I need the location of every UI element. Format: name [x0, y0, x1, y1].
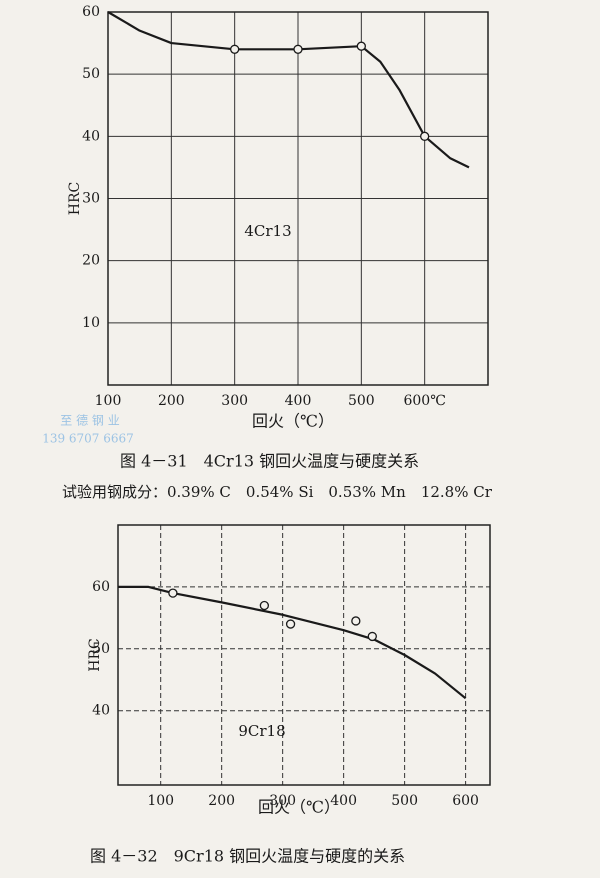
data-point [259, 600, 270, 611]
y-tick-label: 40 [82, 128, 100, 144]
plot-frame [117, 524, 491, 786]
data-point [168, 588, 178, 598]
curve [118, 585, 467, 700]
y-tick-label: 30 [82, 191, 100, 207]
x-axis-label: 回火（℃） [258, 798, 340, 817]
data-point [367, 631, 377, 642]
data-point [230, 44, 240, 54]
x-tick-label: 100 [147, 793, 174, 809]
data-point [420, 131, 430, 141]
x-axis-label: 回火（℃） [252, 412, 334, 431]
y-tick-label: 60 [92, 579, 110, 595]
x-tick-label: 300 [221, 393, 248, 409]
plot-frame [107, 11, 489, 386]
x-tick-label: 500 [391, 793, 418, 809]
data-point [356, 41, 366, 51]
y-tick-label: 50 [82, 66, 100, 82]
data-point [285, 619, 296, 629]
watermark-name: 至 德 钢 业 [60, 413, 119, 428]
y-tick-label: 50 [92, 641, 110, 657]
annotation: 4Cr13 [244, 222, 291, 240]
y-axis-label: HRC [67, 182, 83, 215]
caption: 图 4－32 9Cr18 钢回火温度与硬度的关系 [90, 847, 405, 866]
data-point [351, 616, 361, 626]
caption: 图 4－31 4Cr13 钢回火温度与硬度关系 [120, 452, 419, 471]
y-axis-label: HRC [87, 638, 103, 671]
x-tick-label: 400 [330, 793, 357, 809]
x-tick-label: 300 [269, 793, 296, 809]
x-tick-label: 400 [285, 393, 312, 409]
x-tick-label: 600℃ [403, 393, 445, 409]
x-tick-label: 100 [95, 393, 122, 409]
x-tick-label: 500 [348, 393, 375, 409]
x-tick-label: 200 [158, 393, 185, 409]
y-tick-label: 20 [82, 253, 100, 269]
annotation: 9Cr18 [238, 722, 285, 740]
composition: 试验用钢成分：0.39% C 0.54% Si 0.53% Mn 12.8% C… [62, 483, 493, 501]
data-point [293, 44, 303, 54]
y-tick-label: 60 [82, 4, 100, 20]
watermark-phone: 139 6707 6667 [42, 432, 134, 446]
y-tick-label: 10 [82, 315, 100, 331]
x-tick-label: 200 [208, 793, 235, 809]
x-tick-label: 600 [452, 793, 479, 809]
y-tick-label: 40 [92, 703, 110, 719]
